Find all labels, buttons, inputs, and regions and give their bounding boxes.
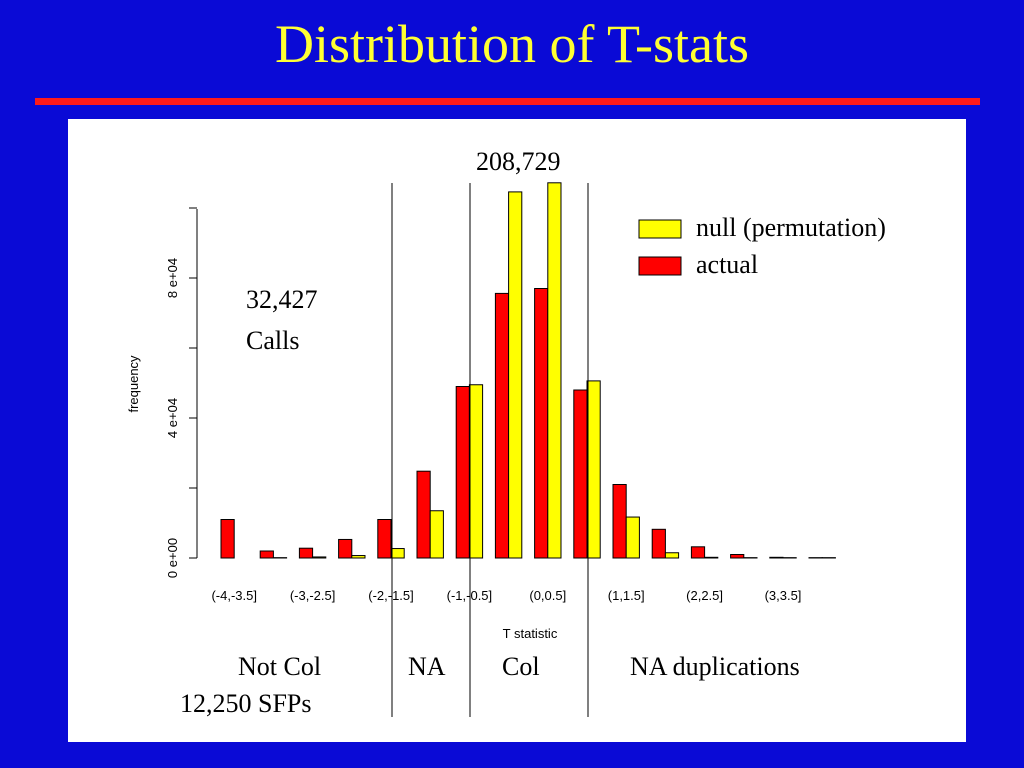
x-tick-label: (-2,-1.5] xyxy=(368,588,414,603)
bar-null xyxy=(390,548,405,559)
bar-actual xyxy=(730,554,745,559)
bar-actual xyxy=(338,538,353,559)
bar-actual xyxy=(534,288,549,559)
bar-actual xyxy=(573,389,588,559)
bar-null xyxy=(664,552,680,559)
x-tick-label: (1,1.5] xyxy=(608,588,645,603)
bar-null xyxy=(351,555,366,559)
bar-actual xyxy=(494,292,510,559)
bar-null xyxy=(704,556,719,559)
x-axis-title: T statistic xyxy=(503,626,558,641)
bar-actual xyxy=(690,546,706,559)
sfps-count-label: 12,250 SFPs xyxy=(180,689,312,718)
legend-swatch xyxy=(638,256,682,276)
x-tick-label: (3,3.5] xyxy=(765,588,802,603)
bar-actual xyxy=(220,519,235,559)
y-tick-label: 0 e+00 xyxy=(165,538,180,578)
histogram-chart: 0 e+00 4 e+04 8 e+04 frequency (-4,-3.5] (-3,… xyxy=(126,182,886,717)
bar-actual xyxy=(455,386,470,559)
legend-label: null (permutation) xyxy=(696,213,886,242)
bar-actual xyxy=(416,470,431,559)
bar-null xyxy=(547,182,562,559)
bar-null xyxy=(468,384,484,559)
slide-title: Distribution of T-stats xyxy=(274,14,750,74)
region-na-label: NA xyxy=(408,652,446,681)
x-tick-label: (2,2.5] xyxy=(686,588,723,603)
y-axis-title: frequency xyxy=(126,355,141,413)
region-col-label: Col xyxy=(502,652,540,681)
title-divider xyxy=(35,98,980,105)
legend-label: actual xyxy=(696,250,758,279)
region-not-col-label: Not Col xyxy=(238,652,322,681)
x-tick-label: (-3,-2.5] xyxy=(290,588,336,603)
bar-null xyxy=(508,191,523,559)
legend-swatch xyxy=(638,219,682,239)
x-tick-label: (-1,-0.5] xyxy=(447,588,493,603)
calls-label: Calls xyxy=(246,326,300,355)
bar-actual xyxy=(259,550,274,559)
region-na-duplications-label: NA duplications xyxy=(630,652,800,681)
peak-count-label: 208,729 xyxy=(476,147,561,176)
bar-actual xyxy=(377,519,392,559)
bar-null xyxy=(312,556,327,559)
y-tick-label: 4 e+04 xyxy=(165,398,180,438)
bar-null xyxy=(429,510,444,559)
bar-null xyxy=(586,380,601,559)
y-tick-label: 8 e+04 xyxy=(165,258,180,298)
x-tick-label: (-4,-3.5] xyxy=(211,588,257,603)
bar-actual xyxy=(298,547,314,559)
bar-actual xyxy=(769,556,784,559)
x-tick-label: (0,0.5] xyxy=(529,588,566,603)
bar-actual xyxy=(612,484,627,559)
chart-panel: 0 e+00 4 e+04 8 e+04 frequency (-4,-3.5] (-3,… xyxy=(68,119,966,742)
calls-count-label: 32,427 xyxy=(246,285,318,314)
bar-actual xyxy=(651,528,666,559)
bar-null xyxy=(625,516,640,559)
